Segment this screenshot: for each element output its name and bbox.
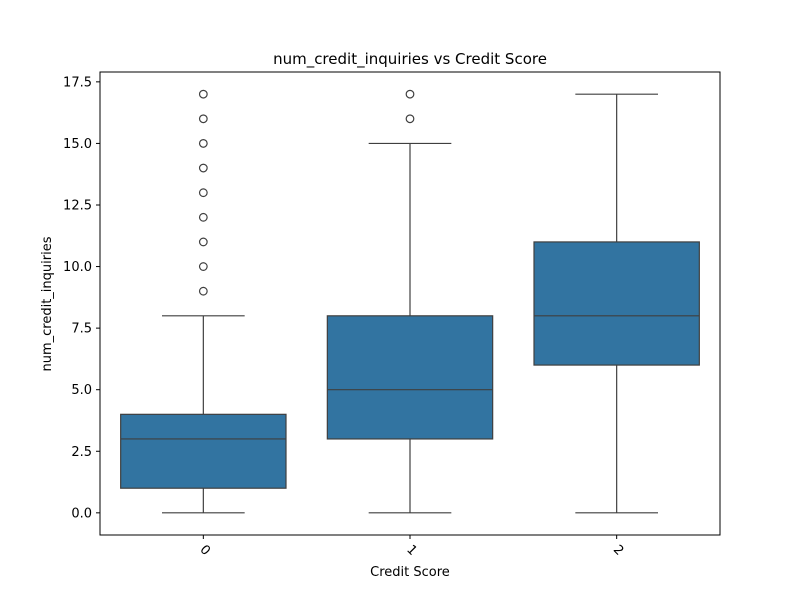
x-tick-label: 1 <box>403 542 419 558</box>
x-tick-label: 2 <box>610 542 626 558</box>
x-axis-label: Credit Score <box>370 565 450 580</box>
y-tick-label: 2.5 <box>71 445 92 460</box>
chart-title: num_credit_inquiries vs Credit Score <box>273 50 547 69</box>
y-tick-label: 10.0 <box>63 260 92 275</box>
box-group-0 <box>120 89 287 514</box>
outlier-point <box>198 212 208 222</box>
y-tick-label: 7.5 <box>71 322 92 337</box>
outlier-point <box>198 163 208 173</box>
y-axis-label: num_credit_inquiries <box>40 236 55 371</box>
outlier-point <box>405 114 415 124</box>
iqr-box <box>326 315 494 440</box>
y-tick-label: 15.0 <box>63 137 92 152</box>
outlier-point <box>198 286 208 296</box>
y-tick-label: 0.0 <box>71 506 92 521</box>
iqr-box <box>120 413 287 489</box>
y-tick-label: 12.5 <box>63 198 92 213</box>
y-tick-label: 17.5 <box>63 75 92 90</box>
outlier-point <box>198 237 208 247</box>
outlier-point <box>198 114 208 124</box>
outlier-point <box>198 262 208 271</box>
box-group-2 <box>533 93 700 514</box>
outlier-point <box>405 89 415 99</box>
y-tick-label: 5.0 <box>71 383 92 398</box>
outlier-point <box>198 188 208 198</box>
outlier-point <box>198 139 208 148</box>
iqr-box <box>533 241 700 366</box>
x-tick-label: 0 <box>197 542 213 558</box>
plot-area <box>120 89 700 514</box>
box-group-1 <box>326 89 494 514</box>
outlier-point <box>198 89 208 99</box>
plot-frame <box>99 71 721 536</box>
